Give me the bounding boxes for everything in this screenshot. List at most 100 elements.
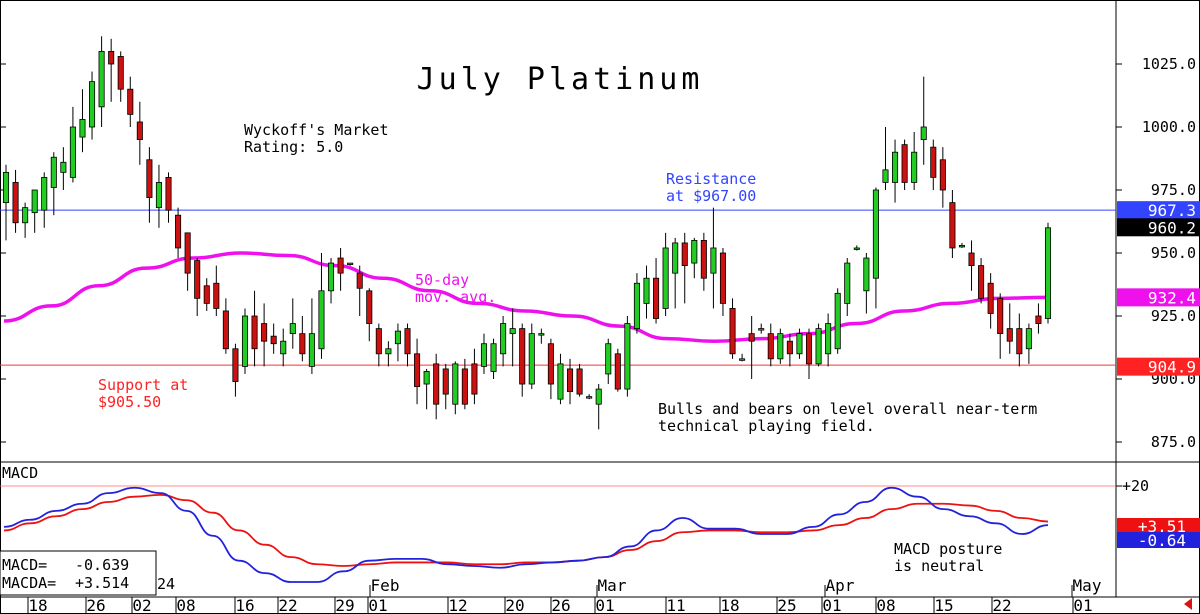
candle: [911, 132, 918, 190]
candle: [710, 207, 717, 309]
candle-body: [146, 159, 153, 198]
candle: [299, 316, 306, 362]
candle: [662, 232, 669, 316]
candle-body: [366, 290, 373, 324]
candle: [1006, 303, 1013, 354]
candle-body: [958, 245, 965, 248]
price-marker-bg: [1117, 201, 1200, 220]
candle-body: [892, 151, 899, 183]
candle: [146, 147, 153, 223]
x-month-label: May: [1073, 576, 1102, 595]
candle-body: [939, 159, 946, 191]
candle-body: [528, 333, 535, 385]
candle-body: [69, 126, 76, 178]
x-month-label: Mar: [598, 576, 627, 595]
candle: [423, 368, 430, 410]
candle: [547, 338, 554, 400]
ma-label-2: mov. avg.: [415, 288, 496, 306]
candle-body: [633, 282, 640, 329]
candle: [997, 293, 1004, 359]
candle-body: [1035, 315, 1042, 324]
candle: [901, 139, 908, 190]
candle-body: [758, 328, 765, 331]
candle: [490, 338, 497, 379]
x-day-label: 01: [595, 596, 614, 614]
candle: [815, 323, 822, 367]
x-day-label: 01: [1073, 596, 1092, 614]
price-marker-bg: [1117, 288, 1200, 307]
candle: [672, 237, 679, 309]
candle: [50, 152, 57, 216]
y-tick-label: 925.0: [1151, 307, 1196, 325]
candle-body: [853, 247, 860, 250]
y-tick-label: 1000.0: [1142, 118, 1196, 136]
candle-body: [337, 257, 344, 274]
x-day-label: 26: [551, 596, 570, 614]
readout-value: +3.514: [75, 574, 129, 592]
candle-body: [60, 161, 67, 173]
candle-body: [155, 182, 162, 209]
candle: [60, 147, 67, 190]
chart-title: July Platinum: [417, 62, 704, 97]
x-day-label: 16: [235, 596, 254, 614]
candle: [175, 207, 182, 259]
candle: [127, 76, 134, 127]
candle: [872, 187, 879, 309]
candle-body: [184, 232, 191, 274]
candle-body: [108, 51, 115, 65]
price-marker-bg: [1117, 218, 1200, 237]
candle: [939, 147, 946, 208]
support-label-2: $905.50: [98, 393, 161, 411]
readout-label: MACD=: [2, 556, 47, 574]
candle-body: [136, 121, 143, 140]
candle: [557, 353, 564, 405]
candle: [79, 89, 86, 153]
candle-body: [2, 171, 10, 204]
candle: [729, 298, 736, 359]
candle: [213, 265, 220, 316]
candle-body: [767, 333, 774, 360]
macd-marker-label: +3.51: [1138, 517, 1186, 536]
candle: [433, 353, 440, 420]
x-day-label: 22: [278, 596, 297, 614]
x-day-label: 25: [777, 596, 796, 614]
support-label-1: Support at: [98, 376, 188, 394]
candle: [978, 258, 985, 304]
candle: [232, 343, 239, 397]
candle-body: [748, 333, 755, 342]
candle-body: [41, 176, 48, 211]
candle-body: [213, 282, 220, 309]
x-day-label: 18: [28, 596, 47, 614]
candle: [825, 313, 832, 367]
macd-markers: +3.51-0.64: [1117, 517, 1200, 550]
macd-readout: MACD= -0.639 MACDA= +3.514 24: [0, 550, 175, 596]
x-day-label: 29: [335, 596, 354, 614]
candle: [203, 278, 210, 311]
candle-body: [1016, 328, 1023, 355]
x-day-label: 18: [720, 596, 739, 614]
candle: [414, 338, 421, 405]
candle-body: [834, 292, 841, 350]
candle-body: [175, 214, 182, 249]
readout-line: MACD= -0.639: [2, 556, 129, 574]
candle: [767, 323, 774, 367]
candle: [375, 323, 382, 367]
candle: [222, 298, 229, 354]
candle-body: [777, 333, 784, 360]
candle-body: [385, 348, 392, 355]
candle: [920, 76, 927, 165]
candle: [509, 308, 516, 367]
candle: [1035, 303, 1042, 334]
candle-body: [165, 176, 172, 211]
candle-body: [949, 202, 956, 249]
x-day-label: 02: [132, 596, 151, 614]
candle: [404, 323, 411, 367]
candle: [108, 38, 115, 102]
candle: [480, 333, 488, 374]
candle: [184, 232, 191, 291]
scroll-left-arrow-icon[interactable]: [1184, 598, 1192, 610]
candle: [566, 358, 574, 405]
y-tick-label: 975.0: [1151, 181, 1196, 199]
candlestick-series: [2, 36, 1052, 430]
